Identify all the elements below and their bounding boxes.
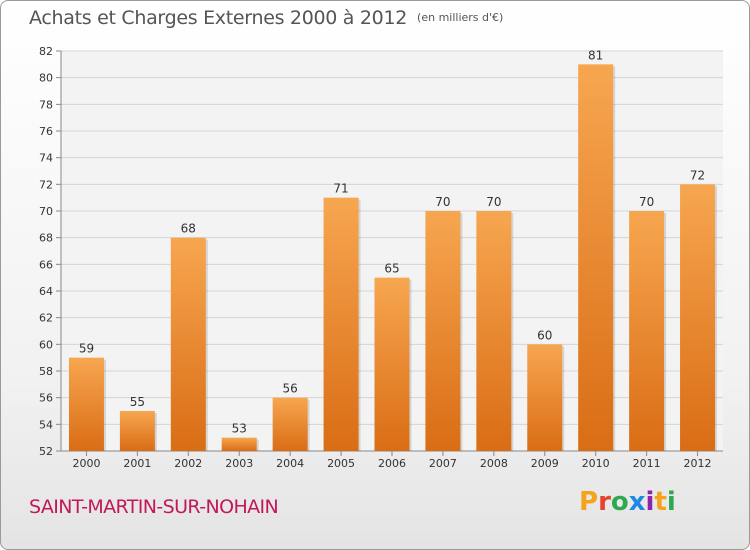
- x-tick-label: 2000: [72, 457, 100, 470]
- logo-letter: o: [610, 487, 629, 517]
- y-tick-label: 68: [39, 232, 53, 245]
- y-tick-label: 64: [39, 285, 53, 298]
- bar-value-label: 60: [537, 328, 552, 342]
- commune-name: SAINT-MARTIN-SUR-NOHAIN: [29, 496, 279, 518]
- chart-title: Achats et Charges Externes 2000 à 2012 (e…: [29, 7, 503, 29]
- y-tick-label: 76: [39, 125, 53, 138]
- bar: [221, 437, 257, 451]
- bar-value-label: 55: [130, 395, 145, 409]
- logo-letter: x: [628, 487, 646, 517]
- bar-value-label: 59: [79, 342, 94, 356]
- y-tick-label: 52: [39, 445, 53, 458]
- bar: [323, 197, 359, 451]
- x-tick-label: 2005: [327, 457, 355, 470]
- x-tick-label: 2011: [633, 457, 661, 470]
- logo-letter: i: [666, 487, 676, 517]
- y-tick-label: 70: [39, 205, 53, 218]
- bar: [374, 277, 410, 451]
- bar-value-label: 70: [639, 195, 654, 209]
- bar: [68, 357, 104, 451]
- logo-letter: r: [598, 487, 611, 517]
- proxiti-logo: Proxiti: [579, 487, 676, 517]
- y-tick-label: 54: [39, 418, 53, 431]
- logo-letter: P: [579, 487, 599, 517]
- logo-letter: i: [645, 487, 655, 517]
- y-tick-label: 58: [39, 365, 53, 378]
- x-tick-label: 2008: [480, 457, 508, 470]
- bar: [170, 237, 206, 451]
- bar-value-label: 71: [333, 182, 348, 196]
- x-tick-label: 2004: [276, 457, 304, 470]
- y-tick-label: 62: [39, 312, 53, 325]
- chart-title-unit: (en milliers d'€): [417, 11, 504, 24]
- y-tick-label: 82: [39, 45, 53, 58]
- y-tick-label: 56: [39, 392, 53, 405]
- y-tick-label: 80: [39, 72, 53, 85]
- x-tick-label: 2009: [531, 457, 559, 470]
- bar: [680, 184, 716, 452]
- x-tick-label: 2003: [225, 457, 253, 470]
- bar: [629, 211, 665, 451]
- bar-value-label: 70: [486, 195, 501, 209]
- y-tick-label: 60: [39, 338, 53, 351]
- bar: [425, 211, 461, 451]
- x-tick-label: 2012: [684, 457, 712, 470]
- bar-value-label: 53: [232, 422, 247, 436]
- x-tick-label: 2001: [123, 457, 151, 470]
- y-tick-label: 66: [39, 258, 53, 271]
- chart-title-main: Achats et Charges Externes 2000 à 2012: [29, 7, 408, 29]
- bar-value-label: 68: [181, 222, 196, 236]
- y-tick-label: 72: [39, 178, 53, 191]
- bar: [272, 397, 308, 451]
- bar: [527, 344, 563, 451]
- bar: [578, 64, 614, 452]
- x-tick-label: 2002: [174, 457, 202, 470]
- bar: [476, 211, 512, 451]
- x-tick-label: 2006: [378, 457, 406, 470]
- bar-value-label: 72: [690, 168, 705, 182]
- bar-value-label: 81: [588, 48, 603, 62]
- y-tick-label: 74: [39, 152, 53, 165]
- x-tick-label: 2007: [429, 457, 457, 470]
- bar-value-label: 70: [435, 195, 450, 209]
- bar: [119, 411, 155, 451]
- y-tick-label: 78: [39, 98, 53, 111]
- x-tick-label: 2010: [582, 457, 610, 470]
- bar-value-label: 56: [283, 382, 298, 396]
- bar-value-label: 65: [384, 262, 399, 276]
- logo-letter: t: [654, 487, 667, 517]
